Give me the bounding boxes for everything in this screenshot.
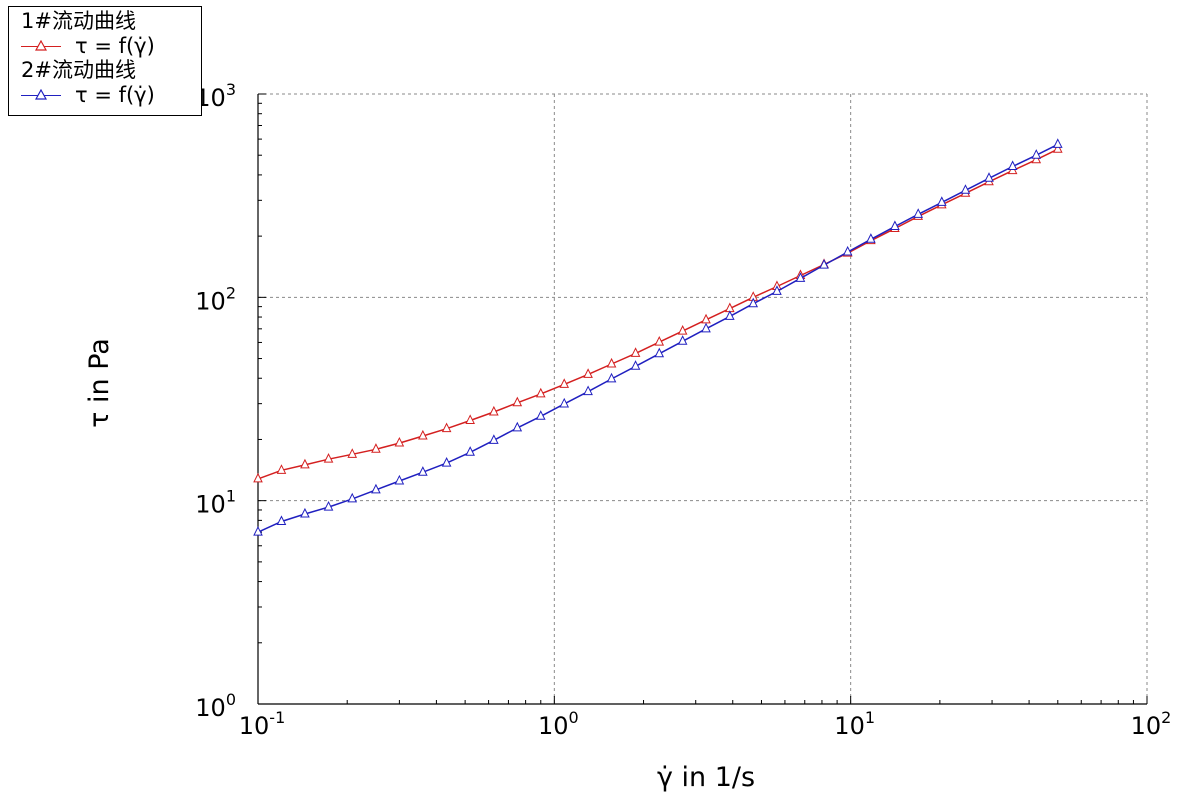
x-tick-label-1: 100 <box>538 708 579 740</box>
series-2-point-15 <box>606 372 617 383</box>
series-2-point-11 <box>512 421 523 432</box>
axes <box>257 93 1148 705</box>
series-2-point-17 <box>654 347 665 358</box>
legend-series-2-triangle-icon <box>35 89 47 100</box>
y-tick-label-0: 100 <box>195 690 236 722</box>
series-1-point-17 <box>654 336 665 346</box>
series-1-point-4 <box>347 448 358 458</box>
legend-series-1-label: τ = f(γ̇) <box>75 34 155 58</box>
series-1-point-6 <box>394 436 405 447</box>
series-2-point-2 <box>300 507 310 518</box>
series-1-point-34 <box>1052 143 1063 153</box>
x-tick-label-0: 10-1 <box>239 708 286 740</box>
series-1-point-13 <box>559 378 570 388</box>
series-2-point-25 <box>842 245 853 256</box>
series-2-point-32 <box>1007 160 1018 170</box>
series-2-point-6 <box>394 474 405 485</box>
series-2-point-28 <box>913 208 924 218</box>
series-2-point-34 <box>1052 138 1063 148</box>
y-tick-label-1: 101 <box>195 487 236 519</box>
series-1-point-14 <box>583 368 593 378</box>
series-2-point-31 <box>984 172 994 182</box>
series-2-point-19 <box>701 322 711 333</box>
series-1-point-2 <box>300 458 310 469</box>
series-1-point-15 <box>606 357 617 368</box>
series-2-point-1 <box>276 515 287 525</box>
series-1-point-11 <box>512 396 523 407</box>
y-tick-label-2: 102 <box>195 283 236 315</box>
series-1-point-12 <box>535 387 546 398</box>
series-2-point-13 <box>559 397 570 408</box>
grid-lines <box>258 93 1148 704</box>
series-2-point-22 <box>772 285 782 295</box>
series-2-point-10 <box>489 434 499 444</box>
x-tick-label-3: 102 <box>1131 708 1172 740</box>
series-1-point-8 <box>441 422 452 433</box>
series-2-point-29 <box>936 196 947 206</box>
series-2-point-24 <box>819 259 829 269</box>
series-2-point-21 <box>748 297 759 308</box>
legend-group-2-title: 2#流动曲线 <box>21 58 136 82</box>
series-2 <box>253 138 1063 536</box>
series-2-point-27 <box>890 220 900 231</box>
series-1-point-10 <box>489 405 499 416</box>
series-2-point-0 <box>253 526 263 536</box>
series-2-point-26 <box>866 233 876 243</box>
series-1-point-9 <box>465 414 475 424</box>
series-2-point-9 <box>465 446 475 456</box>
plot-area <box>253 138 1063 536</box>
series-2-point-23 <box>795 272 806 282</box>
series-2-point-3 <box>323 500 334 511</box>
series-2-point-16 <box>630 360 641 370</box>
series-2-point-14 <box>583 385 593 396</box>
series-2-point-33 <box>1031 149 1042 159</box>
series-2-point-12 <box>535 410 546 420</box>
series-2-point-18 <box>677 335 688 345</box>
x-axis-label: γ̇ in 1/s <box>657 762 755 793</box>
series-2-point-7 <box>418 466 428 476</box>
series-1-point-18 <box>677 325 688 335</box>
legend-group-1-title: 1#流动曲线 <box>21 9 136 33</box>
series-1 <box>253 143 1063 483</box>
series-2-point-30 <box>960 184 971 194</box>
series-2-point-5 <box>371 483 381 494</box>
series-1-point-1 <box>276 464 287 474</box>
series-1-point-3 <box>323 453 334 463</box>
x-tick-label-2: 101 <box>834 708 875 740</box>
series-1-point-0 <box>253 472 263 483</box>
y-axis-label: τ in Pa <box>84 338 115 428</box>
series-1-point-5 <box>371 443 381 453</box>
legend-series-2-label: τ = f(γ̇) <box>75 83 155 107</box>
legend-series-1-triangle-icon <box>35 40 47 51</box>
legend: 1#流动曲线 τ = f(γ̇) 2#流动曲线 τ = f(γ̇) <box>8 6 202 116</box>
series-2-point-20 <box>725 310 735 320</box>
series-2-point-4 <box>347 492 358 503</box>
series-1-point-7 <box>418 429 428 440</box>
series-2-point-8 <box>441 456 452 467</box>
series-2-line <box>257 143 1059 533</box>
series-1-point-33 <box>1031 153 1042 164</box>
series-1-line <box>257 148 1059 480</box>
series-1-point-16 <box>630 347 641 357</box>
